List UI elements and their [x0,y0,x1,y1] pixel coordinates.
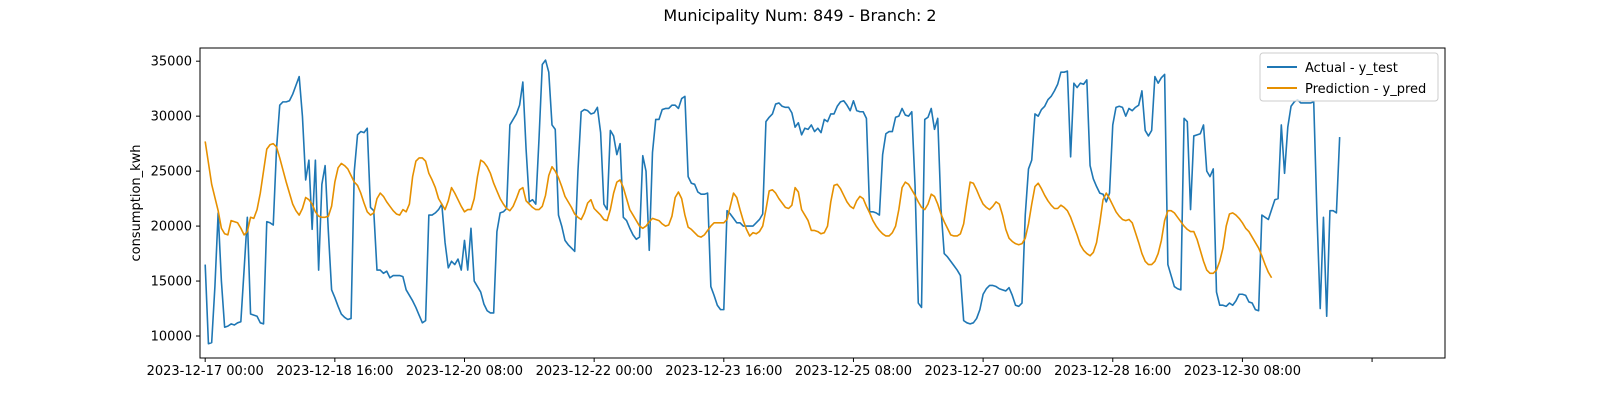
y-tick-label: 15000 [151,275,192,290]
x-tick-label: 2023-12-17 00:00 [147,364,264,379]
x-tick-label: 2023-12-23 16:00 [665,364,782,379]
y-tick-label: 20000 [151,220,192,235]
legend: Actual - y_test Prediction - y_pred [1259,52,1439,102]
x-tick-label: 2023-12-22 00:00 [536,364,653,379]
legend-box [1259,52,1439,102]
x-tick-label: 2023-12-20 08:00 [406,364,523,379]
y-axis-label: consumption_kwh [129,144,144,261]
series-line-actual [204,59,1341,345]
x-tick-label: 2023-12-30 08:00 [1184,364,1301,379]
y-tick-label: 35000 [151,55,192,70]
series-line-prediction [204,141,1273,279]
x-tick-label: 2023-12-18 16:00 [276,364,393,379]
x-tick-label: 2023-12-28 16:00 [1054,364,1171,379]
chart-title: Municipality Num: 849 - Branch: 2 [663,6,936,25]
y-tick-label: 30000 [151,110,192,125]
x-axis: 2023-12-17 00:00 2023-12-18 16:00 2023-12-… [147,358,1373,379]
y-axis: 10000 15000 20000 25000 30000 35000 [151,55,200,345]
plot-lines [204,59,1341,345]
y-tick-label: 25000 [151,165,192,180]
x-tick-label: 2023-12-27 00:00 [925,364,1042,379]
plot-frame [199,47,1446,359]
legend-label-actual: Actual - y_test [1305,61,1398,76]
legend-label-prediction: Prediction - y_pred [1305,82,1426,97]
y-tick-label: 10000 [151,330,192,345]
x-tick-label: 2023-12-25 08:00 [795,364,912,379]
